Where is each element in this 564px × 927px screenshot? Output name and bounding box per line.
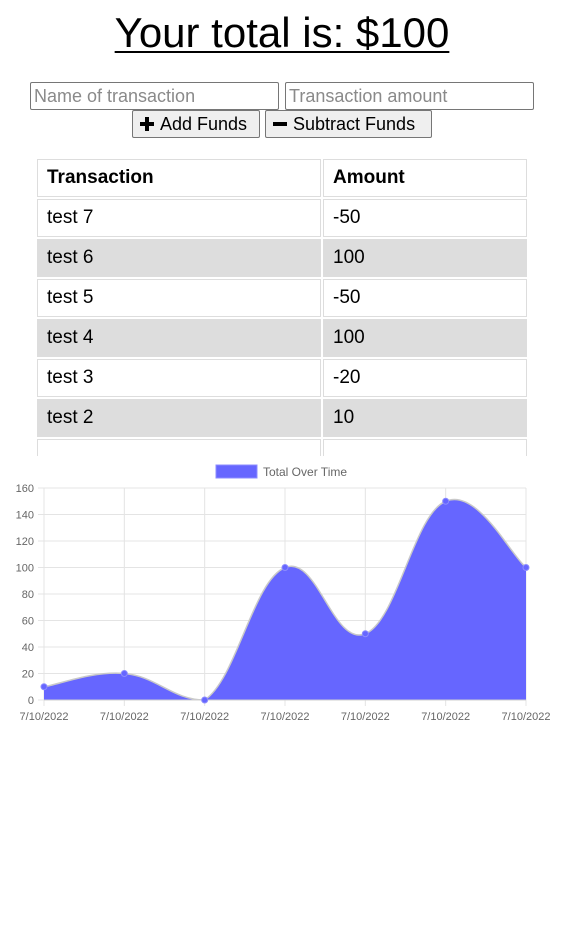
plus-icon <box>140 117 154 131</box>
button-row: Add Funds Subtract Funds <box>0 110 564 138</box>
data-point <box>522 564 530 571</box>
x-tick-label: 7/10/2022 <box>261 711 310 723</box>
legend-label: Total Over Time <box>263 465 347 479</box>
transaction-form <box>30 82 534 110</box>
x-tick-label: 7/10/2022 <box>180 711 229 723</box>
x-tick-label: 7/10/2022 <box>502 711 551 723</box>
table-row <box>37 439 527 456</box>
x-tick-label: 7/10/2022 <box>421 711 470 723</box>
column-header-transaction: Transaction <box>37 159 321 197</box>
y-tick-label: 160 <box>16 483 34 495</box>
transaction-name-input[interactable] <box>30 82 279 110</box>
table-header-row: Transaction Amount <box>37 159 527 197</box>
y-tick-label: 60 <box>22 616 34 628</box>
transaction-name-cell: test 7 <box>37 199 321 237</box>
data-point <box>442 497 450 505</box>
add-funds-button[interactable]: Add Funds <box>132 110 260 138</box>
transaction-amount-cell: -50 <box>323 199 527 237</box>
column-header-amount: Amount <box>323 159 527 197</box>
transaction-name-cell: test 5 <box>37 279 321 317</box>
transaction-name-cell <box>37 439 321 456</box>
transaction-amount-cell: -50 <box>323 279 527 317</box>
transaction-amount-cell: 100 <box>323 319 527 357</box>
data-point <box>201 696 209 704</box>
y-tick-label: 140 <box>16 510 34 522</box>
y-tick-label: 100 <box>16 563 34 575</box>
table-row: test 7 -50 <box>37 199 527 237</box>
transaction-name-cell: test 6 <box>37 239 321 277</box>
area-fill <box>44 499 526 700</box>
total-heading: Your total is: $100 <box>0 6 564 60</box>
table-row: test 6 100 <box>37 239 527 277</box>
y-tick-label: 40 <box>22 642 34 654</box>
transaction-name-cell: test 4 <box>37 319 321 357</box>
y-tick-label: 20 <box>22 669 34 681</box>
legend-swatch <box>215 464 258 479</box>
y-tick-label: 0 <box>28 695 34 707</box>
total-over-time-chart: 0 20 40 60 80 100 120 140 160 7/10/2022 7/10/2022 7… <box>16 464 551 723</box>
table-row: test 5 -50 <box>37 279 527 317</box>
table-row: test 4 100 <box>37 319 527 357</box>
transaction-name-cell: test 3 <box>37 359 321 397</box>
add-funds-label: Add Funds <box>160 113 248 134</box>
transaction-amount-input[interactable] <box>285 82 534 110</box>
table-row: test 2 10 <box>37 399 527 437</box>
x-tick-label: 7/10/2022 <box>341 711 390 723</box>
transaction-table-container[interactable]: Transaction Amount test 7 -50 test 6 100… <box>35 157 529 456</box>
total-text: Your total is: $100 <box>114 9 450 56</box>
data-point <box>120 670 128 677</box>
table-row: test 3 -20 <box>37 359 527 397</box>
x-tick-label: 7/10/2022 <box>20 711 69 723</box>
transaction-name-cell: test 2 <box>37 399 321 437</box>
data-point <box>40 683 48 691</box>
transaction-amount-cell <box>323 439 527 456</box>
transaction-amount-cell: 10 <box>323 399 527 437</box>
data-point <box>281 564 289 571</box>
subtract-funds-label: Subtract Funds <box>293 113 416 134</box>
minus-icon <box>273 122 287 126</box>
subtract-funds-button[interactable]: Subtract Funds <box>265 110 432 138</box>
data-point <box>361 630 369 638</box>
y-tick-label: 120 <box>16 536 34 548</box>
y-tick-label: 80 <box>22 589 34 601</box>
transaction-amount-cell: 100 <box>323 239 527 277</box>
x-tick-label: 7/10/2022 <box>100 711 149 723</box>
transaction-table: Transaction Amount test 7 -50 test 6 100… <box>35 157 529 456</box>
transaction-amount-cell: -20 <box>323 359 527 397</box>
